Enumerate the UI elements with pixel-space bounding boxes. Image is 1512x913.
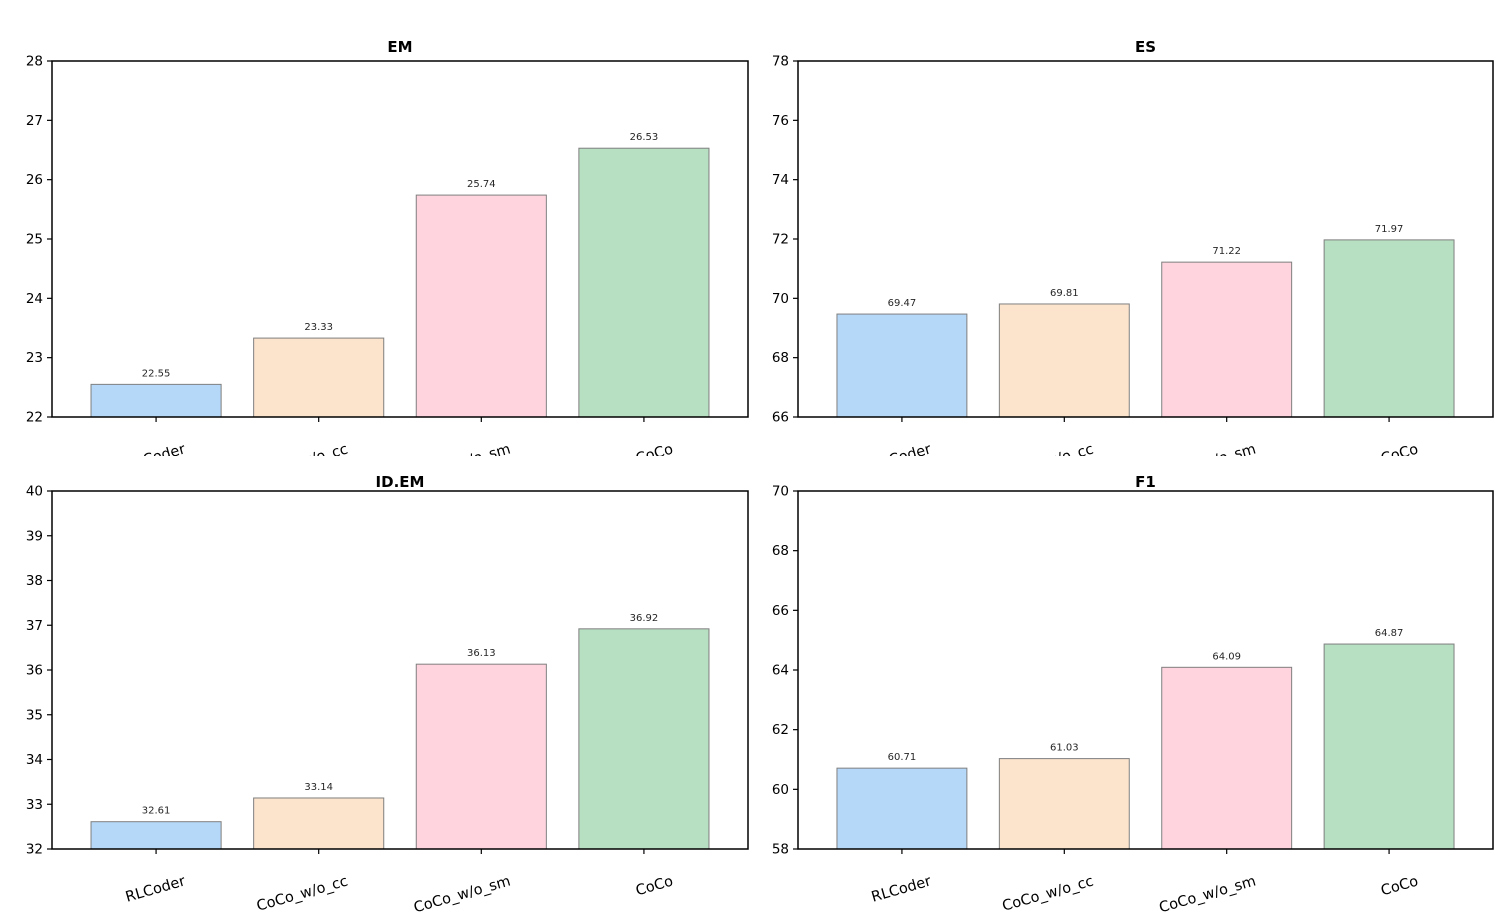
y-tick-label: 72: [772, 232, 789, 248]
plot-border: [797, 60, 1494, 418]
bar-RLCoder: [90, 383, 222, 418]
chart-title: ID.EM: [376, 473, 425, 491]
bar-value-label: 33.14: [304, 782, 333, 793]
bar-CoCo: [1323, 643, 1455, 850]
y-tick-label: 24: [26, 291, 43, 307]
x-tick-label: CoCo: [1379, 441, 1420, 456]
bar-value-label: 64.09: [1212, 651, 1241, 662]
bar-CoCo_w/o_cc: [998, 303, 1130, 418]
chart-es-svg: ES 66 68 70 72 74 76 78 69.47 RLCoder 69.81 CoCo_w/…: [772, 38, 1494, 456]
x-tick-label: CoCo_w/o_cc: [255, 873, 350, 913]
bar-value-label: 32.61: [142, 806, 171, 817]
plot-border: [51, 60, 749, 418]
bar-value-label: 61.03: [1050, 743, 1079, 754]
x-tick-label: RLCoder: [124, 441, 187, 456]
y-tick-label: 74: [772, 172, 789, 188]
y-tick-label: 64: [772, 663, 789, 679]
bar-CoCo_w/o_cc: [253, 337, 385, 418]
y-tick-label: 68: [772, 350, 789, 366]
x-tick-label: CoCo_w/o_sm: [412, 873, 512, 913]
bar-value-label: 25.74: [467, 179, 496, 190]
x-tick-label: CoCo: [634, 441, 675, 456]
bar-value-label: 69.81: [1050, 288, 1079, 299]
chart-title: F1: [1135, 473, 1156, 491]
x-tick-label: CoCo: [634, 873, 675, 899]
bar-RLCoder: [836, 313, 968, 418]
x-tick-label: CoCo_w/o_sm: [1157, 873, 1257, 913]
bar-CoCo: [1323, 239, 1455, 418]
y-tick-label: 68: [772, 543, 789, 559]
y-tick-label: 66: [772, 603, 789, 619]
bar-CoCo_w/o_sm: [415, 194, 547, 418]
bar-CoCo: [578, 147, 710, 418]
y-tick-label: 32: [26, 842, 43, 858]
x-tick-label: CoCo: [1379, 873, 1420, 899]
bar-value-label: 60.71: [888, 752, 917, 763]
y-tick-label: 70: [772, 484, 789, 500]
chart-es: ES 66 68 70 72 74 76 78 69.47 RLCoder 69.81 CoCo_w/…: [756, 0, 1512, 456]
bar-CoCo: [578, 628, 710, 850]
bar-value-label: 22.55: [142, 368, 171, 379]
x-tick-label: CoCo_w/o_cc: [255, 441, 350, 456]
y-tick-label: 38: [26, 573, 43, 589]
x-tick-label: CoCo_w/o_sm: [1157, 441, 1257, 456]
bar-value-label: 69.47: [888, 298, 917, 309]
y-tick-label: 35: [26, 707, 43, 723]
bar-value-label: 64.87: [1375, 628, 1404, 639]
bar-CoCo_w/o_sm: [1161, 261, 1293, 418]
x-tick-label: CoCo_w/o_cc: [1001, 873, 1096, 913]
x-tick-label: CoCo_w/o_cc: [1001, 441, 1096, 456]
plot-border: [797, 490, 1494, 850]
chart-f1-svg: F1 58 60 62 64 66 68 70 60.71 RLCoder 61.03 CoCo_w/…: [772, 473, 1494, 913]
bar-value-label: 71.22: [1212, 246, 1241, 257]
x-tick-label: RLCoder: [124, 873, 187, 905]
y-tick-label: 25: [26, 232, 43, 248]
y-tick-label: 33: [26, 797, 43, 813]
y-tick-label: 26: [26, 172, 43, 188]
bar-value-label: 23.33: [304, 322, 333, 333]
bar-CoCo_w/o_sm: [415, 663, 547, 850]
plot-border: [51, 490, 749, 850]
y-tick-label: 27: [26, 113, 43, 129]
y-tick-label: 39: [26, 528, 43, 544]
bar-RLCoder: [90, 821, 222, 850]
y-tick-label: 58: [772, 842, 789, 858]
x-tick-label: RLCoder: [870, 441, 933, 456]
x-tick-label: RLCoder: [870, 873, 933, 905]
chart-f1: F1 58 60 62 64 66 68 70 60.71 RLCoder 61.03 CoCo_w/…: [756, 456, 1512, 913]
y-tick-label: 23: [26, 350, 43, 366]
bar-value-label: 71.97: [1375, 224, 1404, 235]
chart-id-em: ID.EM 32 33 34 35 36 37 38 39 40 32.61 RLCoder 33.14…: [0, 456, 756, 913]
chart-id-em-svg: ID.EM 32 33 34 35 36 37 38 39 40 32.61 RLCoder 33.14…: [26, 473, 749, 913]
y-tick-label: 37: [26, 618, 43, 634]
chart-title: ES: [1135, 38, 1156, 56]
y-tick-label: 28: [26, 54, 43, 70]
y-tick-label: 60: [772, 782, 789, 798]
y-tick-label: 34: [26, 752, 43, 768]
y-tick-label: 70: [772, 291, 789, 307]
bar-CoCo_w/o_cc: [998, 758, 1130, 850]
y-tick-label: 78: [772, 54, 789, 70]
bar-CoCo_w/o_cc: [253, 797, 385, 850]
chart-em: EM 22 23 24 25 26 27 28 22.55 RLCoder 23.33 CoCo_w/…: [0, 0, 756, 456]
bar-value-label: 26.53: [630, 132, 659, 143]
x-tick-label: CoCo_w/o_sm: [412, 441, 512, 456]
y-tick-label: 76: [772, 113, 789, 129]
bar-RLCoder: [836, 767, 968, 850]
bar-value-label: 36.13: [467, 648, 496, 659]
bar-value-label: 36.92: [630, 613, 659, 624]
bar-CoCo_w/o_sm: [1161, 666, 1293, 850]
y-tick-label: 36: [26, 663, 43, 679]
y-tick-label: 62: [772, 722, 789, 738]
y-tick-label: 66: [772, 410, 789, 426]
chart-em-svg: EM 22 23 24 25 26 27 28 22.55 RLCoder 23.33 CoCo_w/…: [26, 38, 749, 456]
y-tick-label: 22: [26, 410, 43, 426]
y-tick-label: 40: [26, 484, 43, 500]
chart-title: EM: [387, 38, 412, 56]
